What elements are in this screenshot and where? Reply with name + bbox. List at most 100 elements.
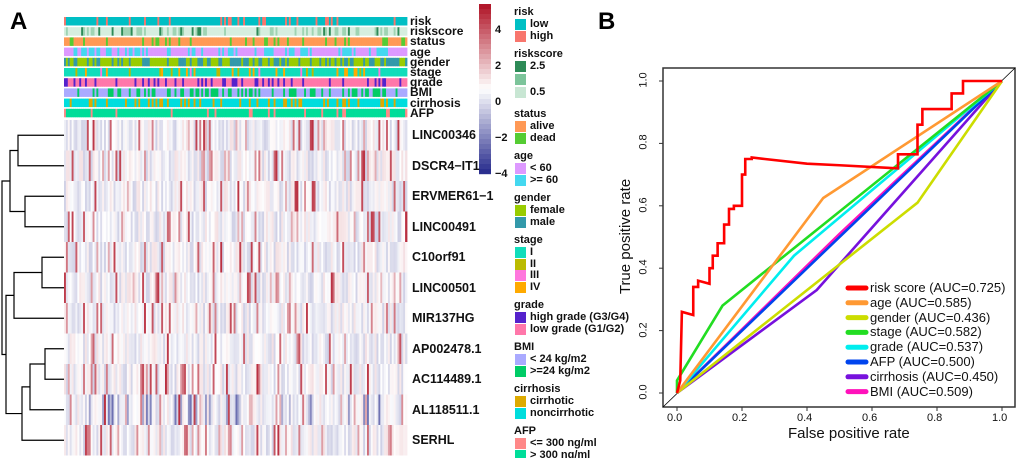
annotation-cell xyxy=(191,108,194,118)
heatmap-cell xyxy=(338,394,341,425)
heatmap-cell xyxy=(134,303,137,334)
heatmap-cell xyxy=(170,425,174,456)
annotation-cell xyxy=(64,68,67,77)
annotation-cell xyxy=(346,88,349,97)
annotation-cell xyxy=(98,108,101,118)
annotation-cell xyxy=(250,37,254,46)
annotation-cell xyxy=(330,27,334,36)
annotation-cell xyxy=(83,47,86,57)
heatmap-cell xyxy=(248,394,252,425)
annotation-cell xyxy=(336,88,339,97)
heatmap-cell xyxy=(355,333,358,364)
annotation-cell xyxy=(151,37,154,46)
heatmap-cell xyxy=(298,425,301,456)
annotation-cell xyxy=(231,108,234,118)
annotation-cell xyxy=(384,47,387,57)
heatmap-cell xyxy=(237,364,240,395)
annotation-cell xyxy=(151,88,154,97)
annotation-cell xyxy=(218,27,221,36)
heatmap-cell xyxy=(235,394,238,425)
annotation-cell xyxy=(344,37,347,46)
heatmap-cell xyxy=(294,181,297,212)
annotation-cell xyxy=(233,57,236,67)
annotation-cell xyxy=(109,17,113,26)
annotation-cell xyxy=(321,78,324,87)
heatmap-cell xyxy=(195,364,198,395)
annotation-cell xyxy=(98,47,101,57)
heatmap-cell xyxy=(380,394,383,425)
heatmap-cell xyxy=(258,150,261,181)
annotation-cell xyxy=(231,88,234,97)
heatmap-cell xyxy=(130,333,133,364)
heatmap-cell xyxy=(71,364,74,395)
heatmap-cell xyxy=(334,394,337,425)
heatmap-cell xyxy=(69,364,73,395)
heatmap-cell xyxy=(79,303,82,334)
annotation-cell xyxy=(378,88,381,97)
heatmap-cell xyxy=(264,181,267,212)
heatmap-cell xyxy=(387,303,391,334)
annotation-cell xyxy=(94,57,97,67)
annotation-cell xyxy=(69,68,73,77)
heatmap-cell xyxy=(307,425,311,456)
heatmap-cell xyxy=(136,303,139,334)
annotation-cell xyxy=(197,88,200,97)
heatmap-cell xyxy=(88,181,92,212)
annotation-cell xyxy=(77,47,80,57)
annotation-cell xyxy=(405,78,408,87)
heatmap-cell xyxy=(296,394,299,425)
heatmap-cell xyxy=(365,150,368,181)
heatmap-cell xyxy=(403,272,406,303)
annotation-cell xyxy=(65,68,69,77)
heatmap-cell xyxy=(227,242,231,273)
heatmap-cell xyxy=(205,333,208,364)
annotation-cell xyxy=(386,37,389,46)
heatmap-cell xyxy=(311,120,315,151)
heatmap-cell xyxy=(182,211,185,242)
annotation-cell xyxy=(203,88,206,97)
heatmap-cell xyxy=(349,364,353,395)
annotation-cell xyxy=(184,17,187,26)
annotation-cell xyxy=(365,27,368,36)
heatmap-cell xyxy=(344,394,347,425)
heatmap-cell xyxy=(168,150,172,181)
heatmap-cell xyxy=(214,394,217,425)
annotation-cell xyxy=(248,78,252,87)
heatmap-cell xyxy=(216,425,219,456)
annotation-cell xyxy=(142,17,145,26)
annotation-cell xyxy=(264,68,267,77)
heatmap-cell xyxy=(75,333,78,364)
heatmap-cell xyxy=(357,425,360,456)
heatmap-cell xyxy=(182,242,185,273)
heatmap-cell xyxy=(401,181,404,212)
heatmap-cell xyxy=(161,242,164,273)
heatmap-cell xyxy=(405,272,408,303)
heatmap-cell xyxy=(265,181,269,212)
heatmap-cell xyxy=(300,364,303,395)
annotation-cell xyxy=(384,68,387,77)
heatmap-cell xyxy=(235,242,238,273)
heatmap-cell xyxy=(119,211,122,242)
heatmap-cell xyxy=(157,333,160,364)
heatmap-cell xyxy=(243,364,246,395)
heatmap-cell xyxy=(389,211,393,242)
annotation-cell xyxy=(347,88,351,97)
annotation-cell xyxy=(117,47,120,57)
color-scale-bar xyxy=(479,4,491,175)
annotation-cell xyxy=(212,88,215,97)
annotation-cell xyxy=(102,78,105,87)
annotation-cell xyxy=(286,47,290,57)
heatmap-cell xyxy=(391,272,395,303)
annotation-cell xyxy=(92,68,95,77)
heatmap-cell xyxy=(403,120,406,151)
heatmap-cell xyxy=(115,303,118,334)
heatmap-cell xyxy=(267,150,271,181)
annotation-cell xyxy=(193,78,196,87)
heatmap-cell xyxy=(126,181,130,212)
annotation-cell xyxy=(342,98,345,108)
legend-swatch xyxy=(515,258,526,270)
annotation-cell xyxy=(294,98,297,108)
heatmap-cell xyxy=(391,181,395,212)
annotation-cell xyxy=(363,37,366,46)
annotation-cell xyxy=(304,17,307,26)
